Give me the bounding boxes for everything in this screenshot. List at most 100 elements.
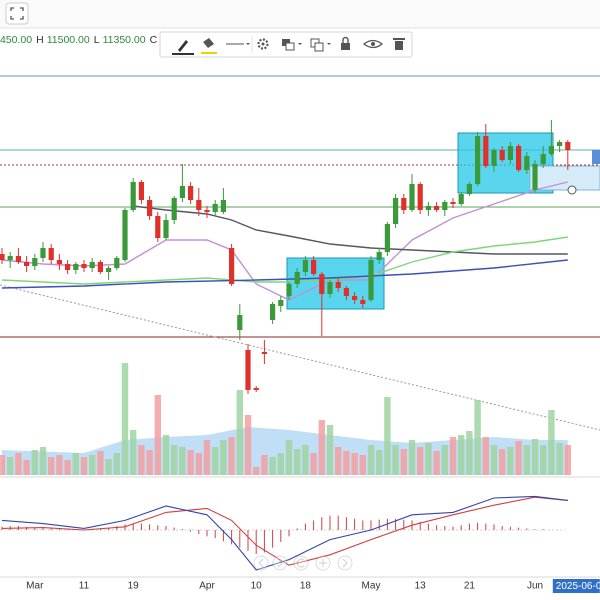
volume-bar — [105, 459, 112, 475]
volume-bar — [441, 445, 448, 475]
volume-bar — [0, 455, 6, 475]
scroll-end-button[interactable] — [337, 555, 353, 571]
volume-bar — [261, 455, 268, 475]
volume-bar — [564, 445, 571, 475]
candle-body — [491, 150, 497, 166]
volume-bar — [97, 451, 104, 475]
volume-bar — [302, 445, 309, 475]
scroll-right-button[interactable] — [272, 555, 288, 571]
candle-body — [89, 262, 95, 268]
volume-bar — [523, 445, 530, 475]
drag-handle[interactable] — [567, 185, 577, 195]
volume-bar — [408, 440, 416, 475]
candle-body — [540, 154, 546, 164]
candle-body — [524, 156, 530, 170]
candle-body — [499, 150, 505, 160]
candle-body — [220, 200, 226, 212]
date-label: Jun — [527, 581, 543, 592]
candle-body — [237, 315, 243, 330]
candle-body — [360, 300, 366, 304]
candle-body — [32, 258, 38, 266]
arrange-tool[interactable] — [282, 39, 302, 51]
line-style-tool[interactable] — [226, 43, 250, 45]
legend-value: 11350.00 — [103, 34, 146, 46]
candle-body — [48, 248, 54, 260]
candle-body — [106, 268, 112, 272]
scroll-left-button[interactable] — [253, 555, 269, 571]
volume-bar — [507, 447, 514, 475]
candle-body — [155, 216, 161, 238]
candle-body — [425, 206, 431, 210]
fill-tool[interactable] — [201, 38, 217, 54]
candle-body — [409, 184, 415, 210]
volume-bar — [154, 395, 161, 475]
candle-body — [483, 136, 489, 166]
visibility-tool[interactable] — [362, 39, 384, 49]
candle-body — [261, 352, 267, 354]
volume-bar — [392, 445, 399, 475]
date-label: 10 — [251, 581, 263, 592]
current-date-label: 2025-06-09 — [556, 581, 600, 592]
volume-bar — [474, 400, 481, 475]
candle-body — [171, 198, 177, 220]
lock-tool[interactable] — [341, 36, 350, 51]
price-tag — [592, 150, 600, 164]
candle-body — [253, 388, 259, 390]
volume-bar — [220, 440, 227, 475]
volume-bar — [48, 457, 55, 475]
volume-layer — [0, 363, 571, 475]
volume-bar — [179, 447, 186, 475]
moving-average — [1, 236, 568, 285]
candle-body — [97, 262, 103, 272]
delete-tool[interactable] — [393, 38, 405, 50]
current-date-box — [552, 579, 600, 593]
zoom-in-button[interactable] — [315, 555, 331, 571]
volume-bar — [417, 447, 424, 475]
candle-body — [565, 142, 571, 150]
volume-bar — [23, 460, 30, 475]
candle-body — [270, 304, 276, 320]
clone-tool[interactable] — [310, 38, 331, 52]
volume-bar — [425, 443, 432, 475]
trend-line[interactable] — [0, 284, 600, 431]
candle-body — [278, 300, 284, 306]
candle-body — [311, 260, 317, 274]
volume-bar — [285, 440, 293, 475]
volume-bar — [72, 453, 79, 475]
candle-body — [7, 256, 13, 260]
volume-bar — [56, 455, 63, 475]
date-label: Mar — [26, 581, 44, 592]
legend-value: 11500.00 — [47, 34, 90, 46]
selected-drawing[interactable] — [529, 165, 600, 191]
candle-body — [229, 248, 235, 284]
volume-bar — [310, 453, 317, 475]
candle-body — [434, 206, 440, 210]
fullscreen-button[interactable] — [5, 2, 29, 25]
candle-body — [302, 260, 308, 272]
volume-bar — [343, 451, 350, 475]
volume-bar — [212, 447, 219, 475]
volume-bar — [367, 445, 375, 475]
volume-bar — [89, 455, 96, 475]
candle-body — [450, 202, 456, 204]
drawing-toolbar — [159, 31, 413, 58]
volume-bar — [433, 451, 440, 475]
reset-button[interactable] — [293, 555, 309, 571]
volume-bar — [146, 450, 153, 475]
date-axis: Mar 11 19 Apr 10 18 May 13 21 Jun 2025-06-09 — [26, 579, 600, 593]
volume-bar — [556, 443, 563, 475]
volume-bar — [162, 435, 170, 475]
brush-tool[interactable] — [170, 33, 196, 56]
candle-body — [65, 264, 71, 270]
candle-body — [130, 182, 136, 210]
settings-tool[interactable] — [257, 38, 269, 50]
candle-body — [401, 198, 407, 210]
volume-bar — [39, 447, 47, 475]
volume-bar — [359, 455, 366, 475]
volume-bar — [269, 457, 276, 475]
candle-body — [532, 164, 538, 190]
moving-averages — [1, 181, 568, 301]
date-label: Apr — [199, 581, 215, 592]
